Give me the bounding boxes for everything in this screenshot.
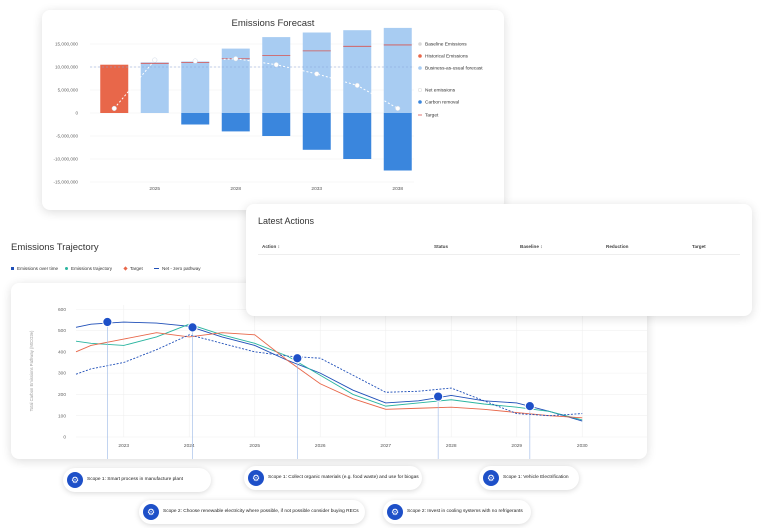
forecast-bar bbox=[343, 30, 372, 114]
net-emissions-point bbox=[192, 58, 198, 64]
net-emissions-point bbox=[233, 56, 239, 62]
header-target[interactable]: Target bbox=[692, 244, 706, 249]
carbon-removal-bar bbox=[221, 113, 250, 132]
legend-item-emissions-over-time: Emissions over time bbox=[11, 266, 58, 271]
forecast-title: Emissions Forecast bbox=[231, 18, 315, 29]
scope-pill-5[interactable]: ⚙ Scope 1: Vehicle Electrification bbox=[479, 466, 579, 490]
net-emissions-point bbox=[354, 82, 360, 88]
legend-label: Net emissions bbox=[425, 88, 456, 94]
x-tick-label: 2024 bbox=[184, 443, 195, 449]
x-tick-label: 2038 bbox=[392, 186, 403, 192]
x-tick-label: 2028 bbox=[230, 186, 241, 192]
forecast-bar bbox=[383, 27, 412, 113]
legend-swatch bbox=[418, 66, 422, 70]
x-tick-label: 2027 bbox=[380, 443, 391, 449]
legend-swatch bbox=[418, 87, 423, 92]
y-tick-label: 100 bbox=[58, 413, 66, 419]
scope-pill-3[interactable]: ⚙ Scope 1: Collect organic materials (e.… bbox=[244, 466, 422, 490]
x-tick-label: 2026 bbox=[315, 443, 326, 449]
milestone-marker bbox=[187, 322, 198, 333]
forecast-bar bbox=[181, 61, 210, 113]
milestone-marker bbox=[102, 316, 113, 328]
legend-item-net-zero-pathway: Net - zero pathway bbox=[154, 266, 201, 271]
x-tick-label: 2033 bbox=[311, 186, 322, 192]
forecast-chart: 15,000,000 10,000,000 5,000,000 0 -5,000,000… bbox=[53, 27, 483, 192]
series-line-net-zero-pathway bbox=[75, 334, 583, 417]
carbon-removal-bar bbox=[262, 113, 291, 136]
series-line-emissions-trajectory bbox=[75, 323, 583, 421]
header-status[interactable]: Status bbox=[434, 244, 449, 249]
y-tick-label: 300 bbox=[58, 371, 66, 377]
header-action[interactable]: Action ↕ bbox=[262, 244, 280, 249]
gear-icon: ⚙ bbox=[483, 470, 499, 486]
carbon-removal-bar bbox=[383, 113, 412, 171]
legend-swatch bbox=[418, 42, 422, 46]
y-tick-label: 5,000,000 bbox=[58, 88, 79, 93]
header-reduction[interactable]: Reduction bbox=[606, 244, 629, 249]
carbon-removal-bar bbox=[181, 113, 210, 125]
y-tick-label: -15,000,000 bbox=[53, 180, 78, 185]
header-baseline[interactable]: Baseline ↕ bbox=[520, 244, 543, 249]
net-emissions-point bbox=[152, 57, 158, 63]
emissions-forecast-card: Emissions Forecast 15,000,000 10,000,000 5… bbox=[42, 10, 504, 210]
y-tick-label: 500 bbox=[58, 328, 66, 334]
x-tick-label: 2023 bbox=[118, 443, 129, 449]
y-tick-label: 10,000,000 bbox=[55, 65, 78, 70]
carbon-removal-bar bbox=[302, 113, 331, 150]
x-tick-label: 2029 bbox=[511, 443, 522, 449]
milestone-marker bbox=[292, 353, 303, 364]
y-tick-label: 0 bbox=[75, 111, 78, 116]
x-tick-label: 2028 bbox=[446, 443, 457, 449]
legend-label: Baseline Emissions bbox=[425, 42, 467, 48]
y-tick-label: 600 bbox=[58, 307, 66, 313]
carbon-removal-bar bbox=[343, 113, 372, 159]
x-tick-label: 2025 bbox=[249, 443, 260, 449]
y-axis-label: Total Carbon Emissions Pathway (MtCO2e) bbox=[29, 330, 34, 411]
net-emissions-point bbox=[395, 105, 401, 111]
forecast-bar bbox=[262, 37, 291, 113]
y-tick-label: 400 bbox=[58, 349, 66, 355]
legend-item-target: Target bbox=[123, 266, 143, 271]
legend-label: Carbon removal bbox=[425, 100, 459, 106]
gear-icon: ⚙ bbox=[248, 470, 264, 486]
scope-pill-4[interactable]: ⚙ Scope 2: Invest in cooling systems wit… bbox=[383, 500, 531, 524]
sort-icon[interactable]: ↕ bbox=[277, 244, 280, 249]
net-emissions-point bbox=[111, 105, 117, 111]
net-emissions-point bbox=[314, 71, 320, 77]
gear-icon: ⚙ bbox=[143, 504, 159, 520]
y-tick-label: 200 bbox=[58, 392, 66, 398]
series-line-emissions-over-time bbox=[75, 321, 583, 422]
y-tick-label: -10,000,000 bbox=[53, 157, 78, 162]
y-tick-label: -5,000,000 bbox=[56, 134, 78, 139]
scope-pill-2[interactable]: ⚙ Scope 2: Choose renewable electricity … bbox=[139, 500, 365, 524]
gear-icon: ⚙ bbox=[67, 472, 83, 488]
gear-icon: ⚙ bbox=[387, 504, 403, 520]
legend-label: Target bbox=[425, 113, 439, 119]
scope-pill-1[interactable]: ⚙ Scope 1: Smart process in manufacture … bbox=[63, 468, 211, 492]
legend-swatch bbox=[418, 54, 422, 58]
legend-label: Historical Emissions bbox=[425, 54, 469, 60]
x-tick-label: 2030 bbox=[577, 443, 588, 449]
legend-swatch bbox=[418, 100, 422, 104]
milestone-marker bbox=[433, 391, 444, 402]
forecast-bar bbox=[140, 62, 169, 113]
milestone-marker bbox=[524, 401, 535, 412]
trajectory-chart: 0 100 200 300 400 500 600 2023 2024 2025 2026 2027 2… bbox=[29, 305, 647, 459]
net-emissions-line bbox=[113, 58, 398, 109]
actions-title: Latest Actions bbox=[258, 216, 315, 226]
trajectory-title: Emissions Trajectory bbox=[11, 242, 99, 253]
y-tick-label: 15,000,000 bbox=[55, 42, 78, 47]
net-emissions-point bbox=[273, 62, 279, 68]
table-divider bbox=[258, 254, 740, 255]
x-tick-label: 2025 bbox=[149, 186, 160, 192]
legend-label: Business-as-usual forecast bbox=[425, 66, 483, 72]
latest-actions-card: Latest Actions Action ↕ Status Baseline … bbox=[246, 204, 752, 316]
sort-icon[interactable]: ↕ bbox=[540, 244, 543, 249]
series-line-target bbox=[75, 332, 583, 419]
y-tick-label: 0 bbox=[63, 435, 66, 441]
historical-bar bbox=[100, 64, 129, 113]
legend-item-emissions-trajectory: Emissions trajectory bbox=[65, 266, 112, 271]
